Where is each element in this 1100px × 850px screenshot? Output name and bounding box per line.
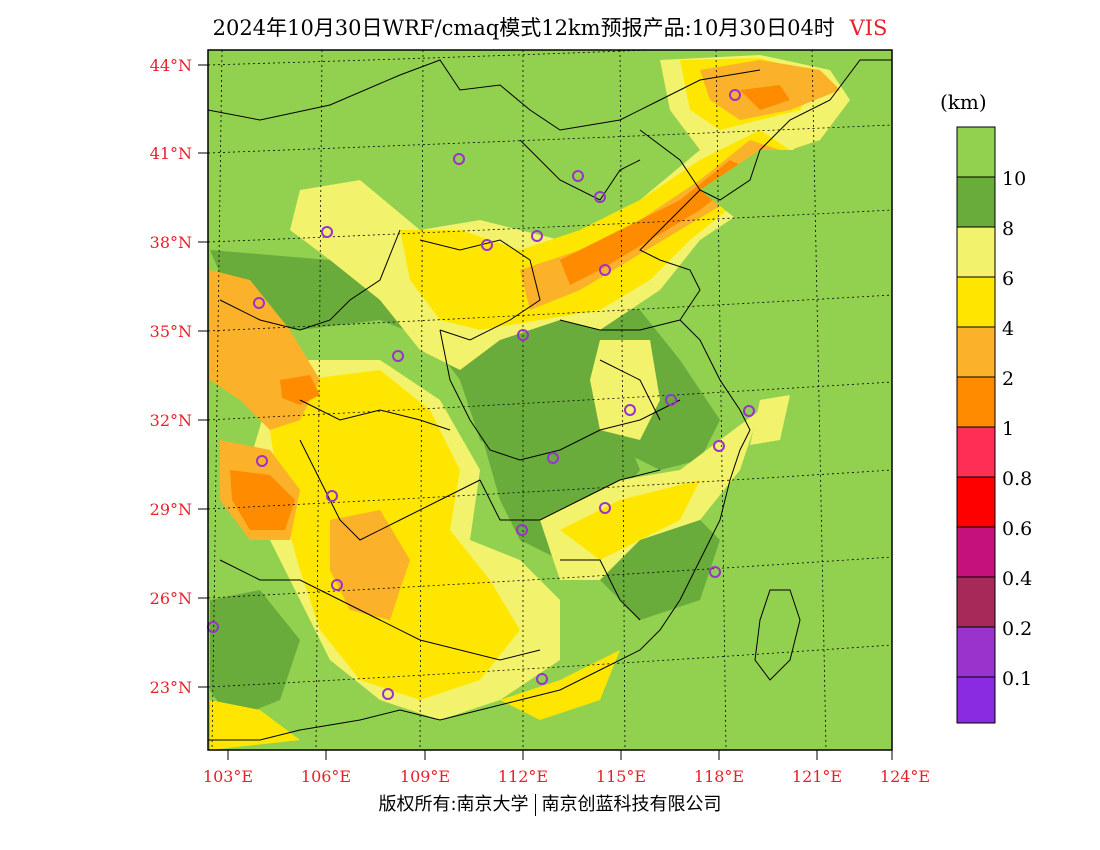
lat-label: 23°N bbox=[150, 678, 192, 697]
city-marker bbox=[665, 394, 677, 406]
copyright-footer: 版权所有:南京大学 南京创蓝科技有限公司 bbox=[0, 790, 1100, 816]
lat-label: 32°N bbox=[150, 411, 192, 430]
latitude-labels: 44°N 41°N 38°N 35°N 32°N 29°N 26°N 23°N bbox=[150, 56, 192, 697]
map-title: 2024年10月30日WRF/cmaq模式12km预报产品:10月30日04时 … bbox=[0, 12, 1100, 42]
lon-label: 118°E bbox=[694, 767, 744, 786]
city-marker bbox=[517, 329, 529, 341]
visibility-field bbox=[210, 55, 892, 750]
lon-label: 121°E bbox=[792, 767, 842, 786]
copyright-right: 南京创蓝科技有限公司 bbox=[541, 794, 722, 815]
color-bar-swatch bbox=[956, 526, 996, 578]
color-bar-swatch bbox=[956, 426, 996, 478]
lat-label: 29°N bbox=[150, 500, 192, 519]
color-bar-labels: 10 8 6 4 2 1 0.8 0.6 0.4 0.2 0.1 bbox=[1002, 168, 1032, 690]
color-bar-swatch bbox=[956, 276, 996, 328]
vis-region-1km bbox=[740, 85, 790, 110]
city-marker bbox=[382, 688, 394, 700]
sea-area bbox=[640, 150, 892, 750]
lon-label: 106°E bbox=[301, 767, 351, 786]
lon-label: 103°E bbox=[203, 767, 253, 786]
lat-label: 38°N bbox=[150, 233, 192, 252]
copyright-left: 版权所有:南京大学 bbox=[378, 794, 529, 815]
legend-level: 1 bbox=[1002, 418, 1014, 440]
vis-region-6km bbox=[750, 395, 790, 445]
city-marker bbox=[594, 191, 606, 203]
variable-label: VIS bbox=[849, 16, 888, 40]
lat-label: 41°N bbox=[150, 144, 192, 163]
city-marker bbox=[321, 226, 333, 238]
vis-region-4km bbox=[500, 650, 620, 720]
city-marker bbox=[326, 490, 338, 502]
color-bar-swatch bbox=[956, 126, 996, 178]
legend-level: 0.6 bbox=[1002, 518, 1032, 540]
lon-label: 124°E bbox=[880, 767, 930, 786]
color-bar-swatch bbox=[956, 376, 996, 428]
city-marker bbox=[713, 440, 725, 452]
color-bar-swatch bbox=[956, 326, 996, 378]
city-marker bbox=[331, 579, 343, 591]
boundaries bbox=[208, 59, 892, 741]
city-marker bbox=[624, 404, 636, 416]
vis-region-1km bbox=[280, 375, 320, 405]
vis-region-2km bbox=[330, 510, 410, 620]
legend-level: 2 bbox=[1002, 368, 1014, 390]
lat-label: 26°N bbox=[150, 589, 192, 608]
vis-region-6km bbox=[590, 340, 660, 440]
color-bar-swatch bbox=[956, 676, 996, 724]
city-marker bbox=[392, 350, 404, 362]
city-marker bbox=[531, 230, 543, 242]
city-marker bbox=[253, 297, 265, 309]
lon-label: 115°E bbox=[596, 767, 646, 786]
city-marker bbox=[743, 405, 755, 417]
city-marker bbox=[481, 239, 493, 251]
legend-level: 0.4 bbox=[1002, 568, 1032, 590]
city-markers bbox=[207, 89, 755, 700]
color-bar-swatch bbox=[956, 476, 996, 528]
map-frame bbox=[207, 49, 893, 751]
lat-label: 44°N bbox=[150, 56, 192, 75]
color-bar-swatch bbox=[956, 626, 996, 678]
legend-unit: (km) bbox=[940, 90, 987, 114]
legend-level: 0.1 bbox=[1002, 668, 1032, 690]
longitude-labels: 103°E 106°E 109°E 112°E 115°E 118°E 121°… bbox=[203, 767, 930, 786]
legend-level: 0.8 bbox=[1002, 468, 1032, 490]
city-marker bbox=[709, 566, 721, 578]
vis-region-4km bbox=[210, 700, 300, 750]
color-bar-swatch bbox=[956, 576, 996, 628]
color-bar-swatch bbox=[956, 226, 996, 278]
vis-region-4km bbox=[560, 480, 700, 560]
city-marker bbox=[453, 153, 465, 165]
city-marker bbox=[572, 170, 584, 182]
title-text: 2024年10月30日WRF/cmaq模式12km预报产品:10月30日04时 bbox=[212, 16, 835, 40]
city-marker bbox=[599, 502, 611, 514]
legend-level: 8 bbox=[1002, 218, 1014, 240]
vis-region-1km bbox=[230, 470, 295, 530]
legend-level: 6 bbox=[1002, 268, 1014, 290]
city-marker bbox=[547, 452, 559, 464]
city-marker bbox=[536, 673, 548, 685]
lon-label: 112°E bbox=[498, 767, 548, 786]
footer-separator bbox=[534, 794, 536, 816]
legend-level: 10 bbox=[1002, 168, 1026, 190]
tick-marks bbox=[198, 64, 893, 760]
vis-region-8km bbox=[210, 590, 300, 720]
city-marker bbox=[729, 89, 741, 101]
city-marker bbox=[599, 264, 611, 276]
legend-level: 0.2 bbox=[1002, 618, 1032, 640]
color-bar bbox=[956, 126, 996, 724]
lon-label: 109°E bbox=[400, 767, 450, 786]
city-marker bbox=[516, 524, 528, 536]
color-bar-swatch bbox=[956, 176, 996, 228]
lat-label: 35°N bbox=[150, 322, 192, 341]
city-marker bbox=[256, 455, 268, 467]
legend-level: 4 bbox=[1002, 318, 1014, 340]
vis-region-4km bbox=[400, 130, 790, 330]
graticule bbox=[208, 50, 892, 750]
